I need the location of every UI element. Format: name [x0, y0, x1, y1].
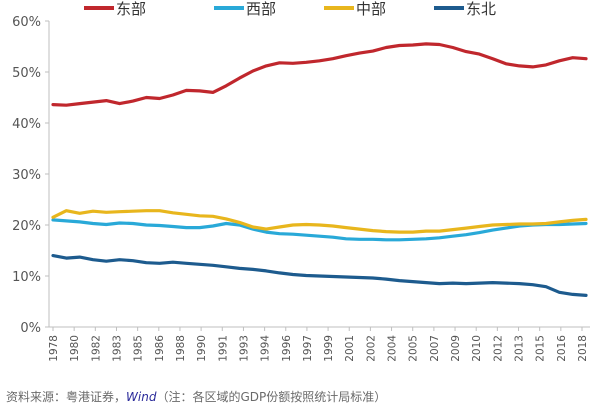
y-tick-label: 60%	[12, 15, 41, 30]
x-tick-label: 1996	[281, 335, 293, 362]
legend: 东部 西部 中部 东北	[84, 0, 496, 18]
x-tick-label: 1985	[133, 335, 145, 362]
legend-label: 东部	[116, 0, 146, 18]
x-tick-label: 2018	[577, 335, 589, 362]
x-tick-label: 1999	[323, 335, 335, 362]
legend-label: 东北	[466, 0, 496, 18]
series-line-东北	[51, 254, 588, 297]
y-tick-label: 50%	[12, 66, 41, 81]
x-tick-label: 2013	[514, 335, 526, 362]
footnote-source-wind: Wind	[126, 390, 157, 404]
x-tick-label: 1983	[111, 335, 123, 362]
y-tick-label: 10%	[12, 270, 41, 285]
footnote-suffix: （注：各区域的GDP份额按照统计局标准）	[156, 390, 387, 404]
source-footnote: 资料来源：粤港证券，Wind（注：各区域的GDP份额按照统计局标准）	[6, 388, 386, 405]
y-tick-label: 40%	[12, 117, 41, 132]
x-tick-label: 1980	[69, 335, 81, 362]
x-tick-label: 1988	[175, 335, 187, 362]
series-line-中部	[51, 209, 588, 234]
x-tick-label: 2001	[344, 335, 356, 362]
x-tick-label: 2007	[429, 335, 441, 362]
x-tick-label: 1986	[154, 335, 166, 362]
y-axis: 0% 10% 20% 30% 40% 50% 60%	[12, 15, 50, 336]
x-tick-label: 1997	[302, 335, 314, 362]
x-tick-label: 1993	[238, 335, 250, 362]
x-tick-label: 2010	[471, 335, 483, 362]
x-tick-label: 1982	[90, 335, 102, 362]
x-tick-label: 1994	[260, 335, 272, 362]
series-line-东部	[51, 42, 588, 107]
y-tick-label: 20%	[12, 219, 41, 234]
x-tick-label: 2012	[492, 335, 504, 362]
y-tick-label: 0%	[20, 321, 41, 336]
x-tick-label: 2005	[408, 335, 420, 362]
legend-label: 中部	[356, 0, 386, 18]
x-tick-label: 1978	[48, 335, 60, 362]
y-tick-label: 30%	[12, 168, 41, 183]
legend-label: 西部	[246, 0, 276, 18]
x-tick-label: 1991	[217, 335, 229, 362]
series-lines	[51, 42, 588, 297]
x-tick-label: 2009	[450, 335, 462, 362]
series-line-西部	[51, 218, 588, 242]
x-axis: 1978 1980 1982 1983 1985 1986 1988 1990 1991 1993…	[48, 326, 590, 362]
x-tick-label: 2002	[365, 335, 377, 362]
footnote-prefix: 资料来源：粤港证券，	[6, 390, 127, 404]
x-tick-label: 2016	[556, 335, 568, 362]
x-tick-label: 1990	[196, 335, 208, 362]
x-tick-label: 2015	[535, 335, 547, 362]
x-tick-label: 2004	[387, 335, 399, 362]
